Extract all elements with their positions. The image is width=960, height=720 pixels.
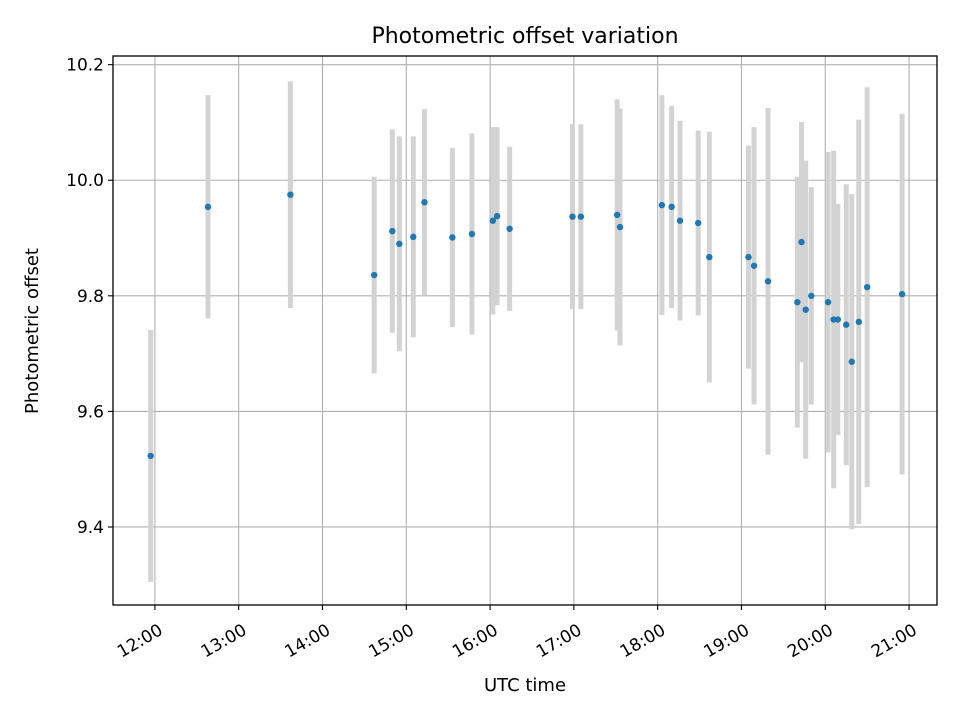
data-point — [489, 217, 497, 224]
data-point — [370, 271, 378, 279]
data-point — [616, 223, 624, 231]
data-point — [569, 213, 576, 220]
data-point — [204, 203, 212, 211]
data-point — [506, 225, 513, 232]
data-point — [794, 298, 801, 306]
data-point — [676, 217, 684, 224]
data-point — [745, 253, 752, 261]
y-tick-label: 9.8 — [77, 287, 104, 307]
error-bars — [148, 81, 905, 582]
x-tick-label: 20:00 — [784, 620, 836, 662]
data-point — [421, 199, 428, 206]
x-tick-label: 16:00 — [449, 620, 501, 662]
data-point — [577, 213, 585, 220]
data-point — [613, 211, 621, 219]
x-axis-label: UTC time — [484, 675, 566, 696]
x-axis-ticks: 12:00 13:00 14:00 15:00 16:00 17:00 18:00 19:00… — [114, 605, 921, 662]
data-point — [764, 278, 772, 285]
data-point — [855, 318, 862, 326]
data-point — [658, 201, 666, 209]
data-points — [147, 191, 906, 460]
chart-title: Photometric offset variation — [371, 24, 678, 49]
y-tick-label: 9.6 — [77, 402, 104, 422]
x-tick-label: 17:00 — [533, 620, 585, 662]
y-axis-label: Photometric offset — [22, 248, 43, 414]
data-point — [410, 233, 417, 241]
data-point — [802, 306, 809, 313]
x-tick-label: 12:00 — [114, 620, 166, 662]
data-point — [834, 316, 842, 323]
x-tick-label: 14:00 — [282, 620, 334, 662]
data-point — [750, 262, 758, 269]
x-tick-label: 15:00 — [365, 620, 417, 662]
data-point — [694, 219, 702, 227]
data-point — [863, 283, 871, 291]
data-point — [898, 290, 906, 298]
data-point — [798, 238, 805, 246]
data-point — [389, 227, 396, 235]
data-point — [449, 234, 456, 241]
data-point — [287, 191, 294, 198]
data-point — [468, 230, 476, 238]
data-point — [848, 358, 856, 365]
y-axis-ticks: 9.4 9.6 9.8 10.0 10.2 — [66, 56, 113, 538]
y-tick-label: 10.0 — [66, 171, 104, 191]
data-point — [808, 292, 815, 300]
data-point — [668, 203, 675, 211]
y-tick-label: 10.2 — [66, 56, 104, 76]
x-tick-label: 18:00 — [617, 620, 669, 662]
y-tick-label: 9.4 — [77, 518, 104, 538]
data-point — [843, 321, 850, 328]
x-tick-label: 21:00 — [868, 620, 920, 662]
data-point — [147, 452, 154, 460]
data-point — [493, 212, 501, 220]
data-point — [396, 240, 403, 248]
data-point — [706, 253, 713, 261]
data-point — [824, 298, 832, 306]
plot-frame — [112, 55, 938, 606]
x-tick-label: 13:00 — [198, 620, 250, 662]
x-tick-label: 19:00 — [701, 620, 753, 662]
